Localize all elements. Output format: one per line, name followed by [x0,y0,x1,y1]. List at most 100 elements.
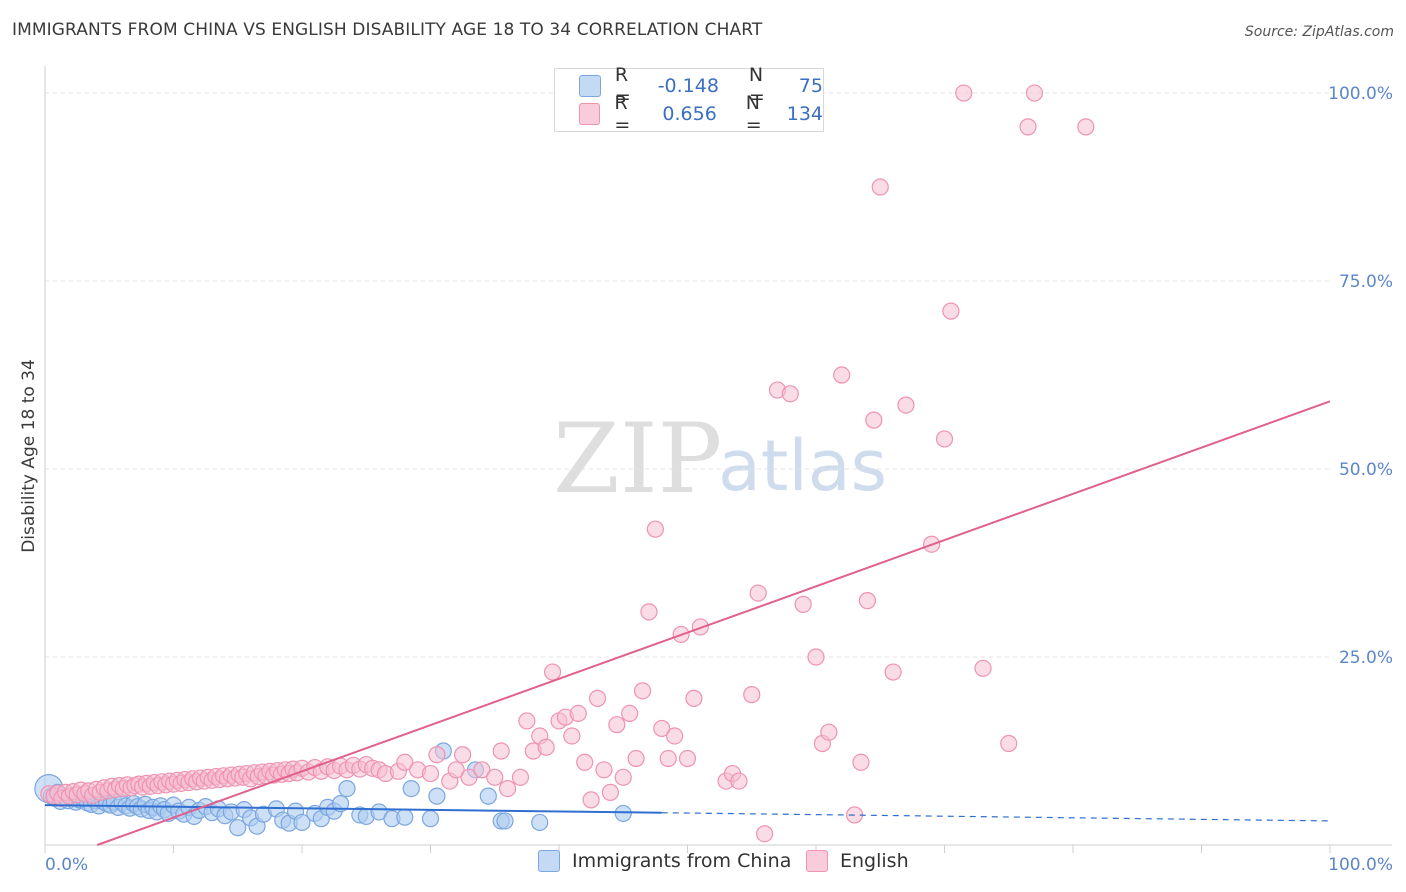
english-point [646,520,664,538]
english-point [685,689,703,707]
english-point [1025,84,1044,102]
english-point [833,366,851,384]
china-trend-line [44,804,662,814]
english-point [935,430,954,448]
china-point [396,808,414,826]
china-point [402,780,420,798]
china-point [331,795,350,813]
english-point [678,749,697,768]
english-point [794,595,812,613]
legend-r-label: R = [614,64,631,108]
english-point [543,663,562,681]
english-point [576,753,594,771]
english-point [601,783,620,801]
y-tick-label: 100.0% [1328,84,1393,104]
english-point [749,584,767,602]
english-point [460,768,478,786]
english-point [852,753,870,771]
english-point [942,302,960,320]
english-trend-line [96,400,1331,846]
english-point [447,761,465,779]
legend-r-value: 0.656 [662,103,717,125]
english-point [421,764,440,783]
english-point [582,791,600,809]
english-point [755,825,774,843]
english-point [428,746,446,764]
english-point [743,686,761,704]
english-point [595,761,613,779]
grid-lines [45,92,1330,658]
y-tick-label: 25.0% [1339,648,1393,668]
legend-n-value: 75 [798,75,823,97]
watermark-zip: ZIP [553,403,722,515]
bottom-legend-blue-icon [538,850,560,872]
english-point [518,712,536,730]
english-point [588,689,607,707]
english-point [396,753,414,771]
chart-title: IMMIGRANTS FROM CHINA VS ENGLISH DISABIL… [12,20,763,40]
china-point [614,804,632,823]
legend-swatch-pink-icon [579,103,601,125]
bottom-legend-china: Immigrants from China [538,850,791,872]
x-tick-label-min: 0.0% [45,855,88,875]
english-point [486,768,504,786]
legend-r-label: R = [614,92,631,136]
english-point [858,592,877,610]
english-point [659,749,677,768]
english-point [974,659,992,677]
english-point [955,84,973,102]
china-point [479,787,497,805]
china-trend-line-extended [661,812,1331,822]
y-axis-title: Disability Age 18 to 34 [19,359,39,553]
bottom-legend-english-label: English [840,850,909,872]
english-point [865,411,883,429]
china-point [338,780,356,798]
english-point [871,178,889,196]
english-point [614,768,632,786]
english-point [1077,118,1095,136]
english-point [537,738,555,756]
english-point [473,761,491,779]
legend-n-label: N = [745,92,762,136]
y-tick-label: 50.0% [1339,460,1393,480]
trend-lines [44,400,1331,846]
correlation-legend: R = -0.148 N = 75 R = 0.656 N = 134 [554,64,824,136]
series-english [40,84,1095,843]
english-point [884,663,902,681]
source-credit: Source: ZipAtlas.com [1244,24,1394,40]
x-tick-label-max: 100.0% [1328,855,1393,875]
english-point [807,648,825,666]
english-point [511,768,530,786]
english-point [454,746,472,764]
english-point [621,704,639,723]
english-point [627,749,645,768]
english-point [820,723,838,741]
legend-r-value: -0.148 [657,75,719,97]
tick-labels: 25.0% 50.0% 75.0% 100.0% 0.0% 100.0% [45,84,1393,875]
english-point [569,704,587,723]
english-point [633,682,652,700]
legend-row-english: R = 0.656 N = 134 [579,92,823,136]
china-point [229,819,247,837]
english-point [1019,118,1037,136]
english-point [781,385,799,403]
english-point [666,727,684,745]
axes [44,66,1392,853]
china-point [293,813,311,832]
english-point [730,772,748,790]
english-point [608,716,626,734]
watermark: ZIP atlas [553,403,887,515]
china-point [531,813,549,832]
bottom-legend-pink-icon [806,850,828,872]
china-point [421,810,440,828]
english-point [640,603,658,621]
china-point [496,812,514,830]
legend-swatch-blue-icon [579,75,601,97]
legend-n-value: 134 [786,103,823,125]
english-point [897,396,915,414]
legend-row-china: R = -0.148 N = 75 [579,64,823,108]
watermark-atlas: atlas [718,425,887,507]
english-point [1000,734,1018,753]
english-point [653,719,671,738]
